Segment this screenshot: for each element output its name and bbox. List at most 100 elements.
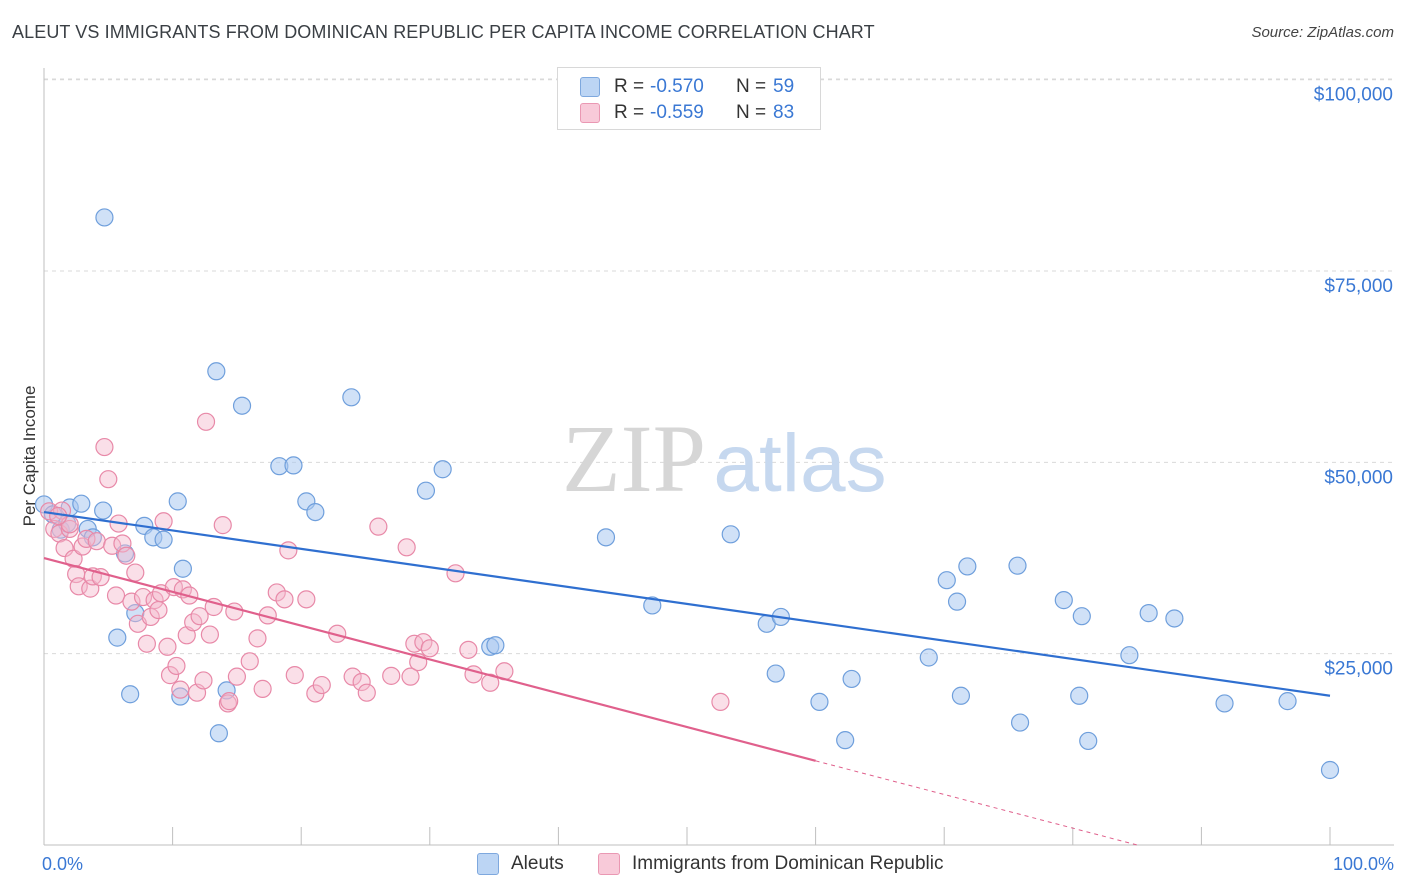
dominican-point	[95, 437, 114, 457]
legend-swatch-pink	[598, 853, 620, 875]
dominican-point	[126, 563, 145, 582]
dominican-point	[357, 683, 376, 702]
aleut-point	[284, 456, 303, 475]
dominican-point	[40, 502, 59, 521]
dominican-point	[297, 590, 316, 609]
aleut-point	[937, 571, 956, 590]
dominican-point	[382, 666, 401, 685]
y-axis-label: Per Capita Income	[20, 386, 39, 527]
dominican-trend-extension	[815, 760, 1138, 846]
aleut-point	[766, 664, 785, 683]
aleut-point	[836, 731, 855, 750]
dominican-point	[167, 656, 186, 676]
aleut-point	[173, 559, 192, 578]
aleut-point	[1070, 686, 1089, 705]
dominican-point	[122, 592, 141, 611]
dominican-point	[267, 583, 286, 602]
aleut-point	[643, 596, 662, 615]
aleut-point	[1320, 760, 1340, 780]
dominican-point	[312, 675, 331, 695]
dominican-point	[149, 600, 168, 620]
aleut-point	[1139, 604, 1158, 623]
aleut-point	[95, 208, 114, 227]
aleut-point	[342, 388, 361, 407]
aleut-point	[1215, 694, 1234, 713]
dominican-point	[343, 667, 362, 686]
chart-source: Source: ZipAtlas.com	[1251, 24, 1394, 41]
watermark-atlas: atlas	[713, 418, 886, 509]
legend-swatch-pink	[580, 103, 600, 123]
y-tick-labels: $25,000 $50,000 $75,000 $100,000	[1314, 85, 1393, 680]
aleut-point	[232, 396, 252, 415]
dominican-point	[279, 541, 298, 560]
aleut-point	[168, 492, 187, 511]
aleut-point	[958, 557, 977, 576]
aleut-point	[596, 528, 616, 547]
aleut-point	[94, 501, 113, 520]
dominican-point	[227, 667, 246, 686]
aleut-point	[306, 502, 325, 522]
dominican-point	[133, 587, 153, 607]
dominican-point	[196, 412, 216, 431]
aleut-point	[209, 724, 228, 743]
legend-n-label: N =	[736, 102, 767, 123]
aleut-point	[842, 669, 861, 689]
dominican-trend-line	[43, 556, 816, 762]
aleut-point	[951, 686, 971, 705]
aleut-point	[1010, 713, 1030, 732]
y-tick-label: $50,000	[1324, 467, 1393, 488]
dominican-point	[446, 564, 465, 583]
dominican-point	[275, 590, 294, 609]
aleut-point	[433, 460, 452, 479]
dominican-point	[240, 652, 259, 671]
aleut-point	[1165, 609, 1184, 628]
aleut-point	[947, 592, 967, 611]
aleut-point	[1008, 556, 1027, 575]
aleut-point	[154, 530, 173, 549]
dominican-point	[285, 666, 304, 685]
aleut-point	[121, 685, 140, 704]
dominican-point	[420, 639, 439, 658]
grid-lines	[44, 78, 1394, 655]
y-tick-label: $75,000	[1324, 276, 1393, 297]
legend-swatch-blue	[477, 853, 499, 875]
watermark: ZIP atlas	[562, 405, 887, 512]
dominican-point	[369, 517, 388, 536]
dominican-point	[213, 516, 232, 535]
aleut-point	[721, 525, 740, 544]
aleut-point	[486, 636, 505, 655]
dominican-point	[64, 549, 83, 568]
dominican-point	[158, 637, 177, 656]
dominican-point	[106, 586, 126, 605]
dominican-point	[160, 666, 180, 685]
dominican-point	[69, 577, 88, 596]
trend-lines	[43, 511, 1331, 846]
legend-r-label: R =	[614, 76, 645, 97]
dominican-point	[145, 591, 164, 610]
legend-n-label: N =	[736, 76, 767, 97]
aleut-point	[108, 628, 127, 647]
watermark-zip: ZIP	[562, 405, 706, 512]
dominican-point	[87, 532, 106, 551]
dominican-point	[220, 692, 239, 711]
dominican-point	[141, 607, 160, 627]
legend-n-value: 83	[773, 102, 795, 123]
y-tick-label: $100,000	[1314, 85, 1393, 106]
aleut-point	[416, 481, 436, 500]
legend-label-aleuts: Aleuts	[511, 853, 564, 874]
legend-n-value: 59	[773, 76, 795, 97]
x-tick-label: 0.0%	[42, 854, 83, 874]
aleut-point	[810, 692, 829, 711]
dominican-point	[397, 538, 416, 557]
aleut-point	[207, 362, 226, 381]
dominican-point	[200, 625, 219, 644]
dominican-point	[253, 679, 272, 698]
dominican-point	[137, 634, 156, 653]
axes	[43, 68, 1394, 846]
x-tick-label: 100.0%	[1333, 854, 1394, 874]
dominican-point	[171, 680, 190, 699]
dominican-point	[459, 640, 478, 659]
aleut-point	[217, 681, 236, 700]
dominican-point	[352, 672, 371, 692]
